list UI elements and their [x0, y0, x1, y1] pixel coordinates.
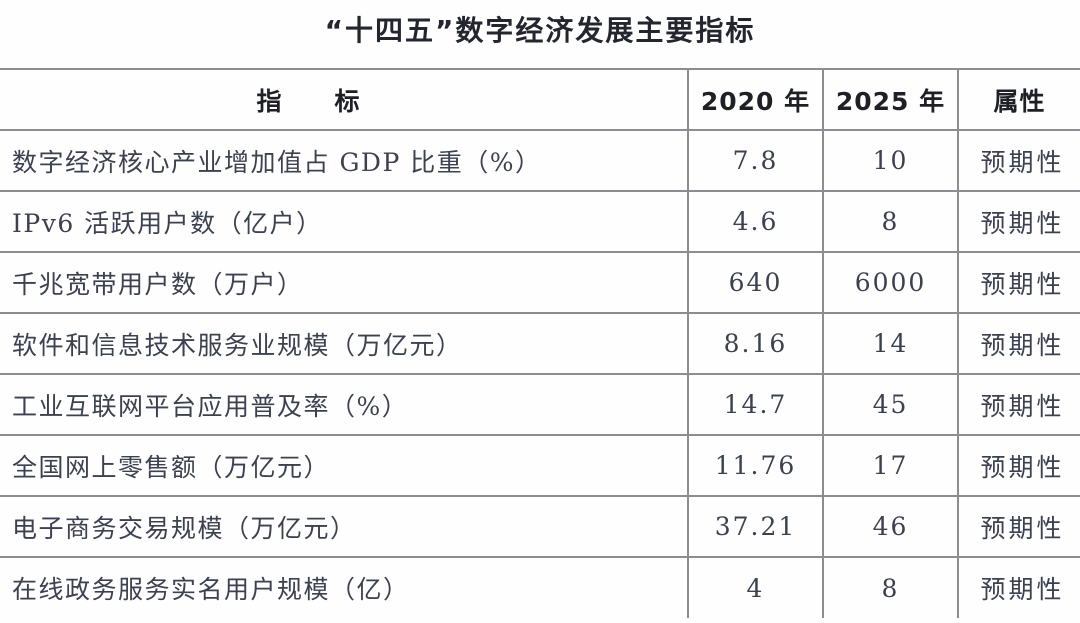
cell-year-2025: 14: [823, 312, 959, 374]
cell-attribute: 预期性: [958, 129, 1080, 191]
cell-year-2025: 10: [823, 129, 959, 191]
cell-attribute: 预期性: [958, 251, 1080, 313]
table-row: IPv6 活跃用户数（亿户） 4.6 8 预期性: [0, 190, 1080, 252]
column-header-year-2025: 2025 年: [823, 68, 959, 130]
cell-indicator: 软件和信息技术服务业规模（万亿元）: [0, 312, 689, 374]
table-row: 软件和信息技术服务业规模（万亿元） 8.16 14 预期性: [0, 312, 1080, 374]
metrics-table-container: 指标 2020 年 2025 年 属性 数字经济核心产业增加值占 GDP 比重（…: [0, 68, 1080, 618]
cell-attribute: 预期性: [958, 495, 1080, 557]
cell-year-2025: 6000: [823, 251, 959, 313]
cell-year-2025: 8: [823, 556, 959, 618]
cell-year-2020: 37.21: [688, 495, 824, 557]
cell-indicator: 电子商务交易规模（万亿元）: [0, 495, 689, 557]
column-header-year-2020: 2020 年: [688, 68, 824, 130]
cell-year-2020: 7.8: [688, 129, 824, 191]
column-header-indicator-char-1: 指: [256, 86, 283, 116]
cell-attribute: 预期性: [958, 434, 1080, 496]
column-header-attribute: 属性: [958, 68, 1080, 130]
table-body: 数字经济核心产业增加值占 GDP 比重（%） 7.8 10 预期性 IPv6 活跃用户数…: [0, 129, 1080, 618]
table-row: 千兆宽带用户数（万户） 640 6000 预期性: [0, 251, 1080, 313]
table-row: 数字经济核心产业增加值占 GDP 比重（%） 7.8 10 预期性: [0, 129, 1080, 191]
table-header-row: 指标 2020 年 2025 年 属性: [0, 68, 1080, 130]
table-header: 指标 2020 年 2025 年 属性: [0, 68, 1080, 130]
table-row: 电子商务交易规模（万亿元） 37.21 46 预期性: [0, 495, 1080, 557]
cell-year-2025: 17: [823, 434, 959, 496]
table-row: 全国网上零售额（万亿元） 11.76 17 预期性: [0, 434, 1080, 496]
cell-year-2025: 46: [823, 495, 959, 557]
cell-attribute: 预期性: [958, 312, 1080, 374]
column-header-indicator-char-2: 标: [334, 86, 361, 116]
column-header-indicator: 指标: [0, 68, 689, 130]
table-row: 在线政务服务实名用户规模（亿） 4 8 预期性: [0, 556, 1080, 618]
cell-year-2020: 14.7: [688, 373, 824, 435]
cell-indicator: 数字经济核心产业增加值占 GDP 比重（%）: [0, 129, 689, 191]
cell-attribute: 预期性: [958, 373, 1080, 435]
cell-attribute: 预期性: [958, 190, 1080, 252]
cell-year-2020: 640: [688, 251, 824, 313]
cell-indicator: 千兆宽带用户数（万户）: [0, 251, 689, 313]
cell-attribute: 预期性: [958, 556, 1080, 618]
metrics-table: 指标 2020 年 2025 年 属性 数字经济核心产业增加值占 GDP 比重（…: [0, 68, 1080, 618]
cell-year-2025: 45: [823, 373, 959, 435]
table-row: 工业互联网平台应用普及率（%） 14.7 45 预期性: [0, 373, 1080, 435]
cell-year-2020: 4: [688, 556, 824, 618]
cell-indicator: IPv6 活跃用户数（亿户）: [0, 190, 689, 252]
cell-year-2020: 8.16: [688, 312, 824, 374]
cell-indicator: 在线政务服务实名用户规模（亿）: [0, 556, 689, 618]
cell-indicator: 全国网上零售额（万亿元）: [0, 434, 689, 496]
page-title: “十四五”数字经济发展主要指标: [324, 14, 756, 47]
cell-indicator: 工业互联网平台应用普及率（%）: [0, 373, 689, 435]
cell-year-2020: 4.6: [688, 190, 824, 252]
cell-year-2025: 8: [823, 190, 959, 252]
cell-year-2020: 11.76: [688, 434, 824, 496]
